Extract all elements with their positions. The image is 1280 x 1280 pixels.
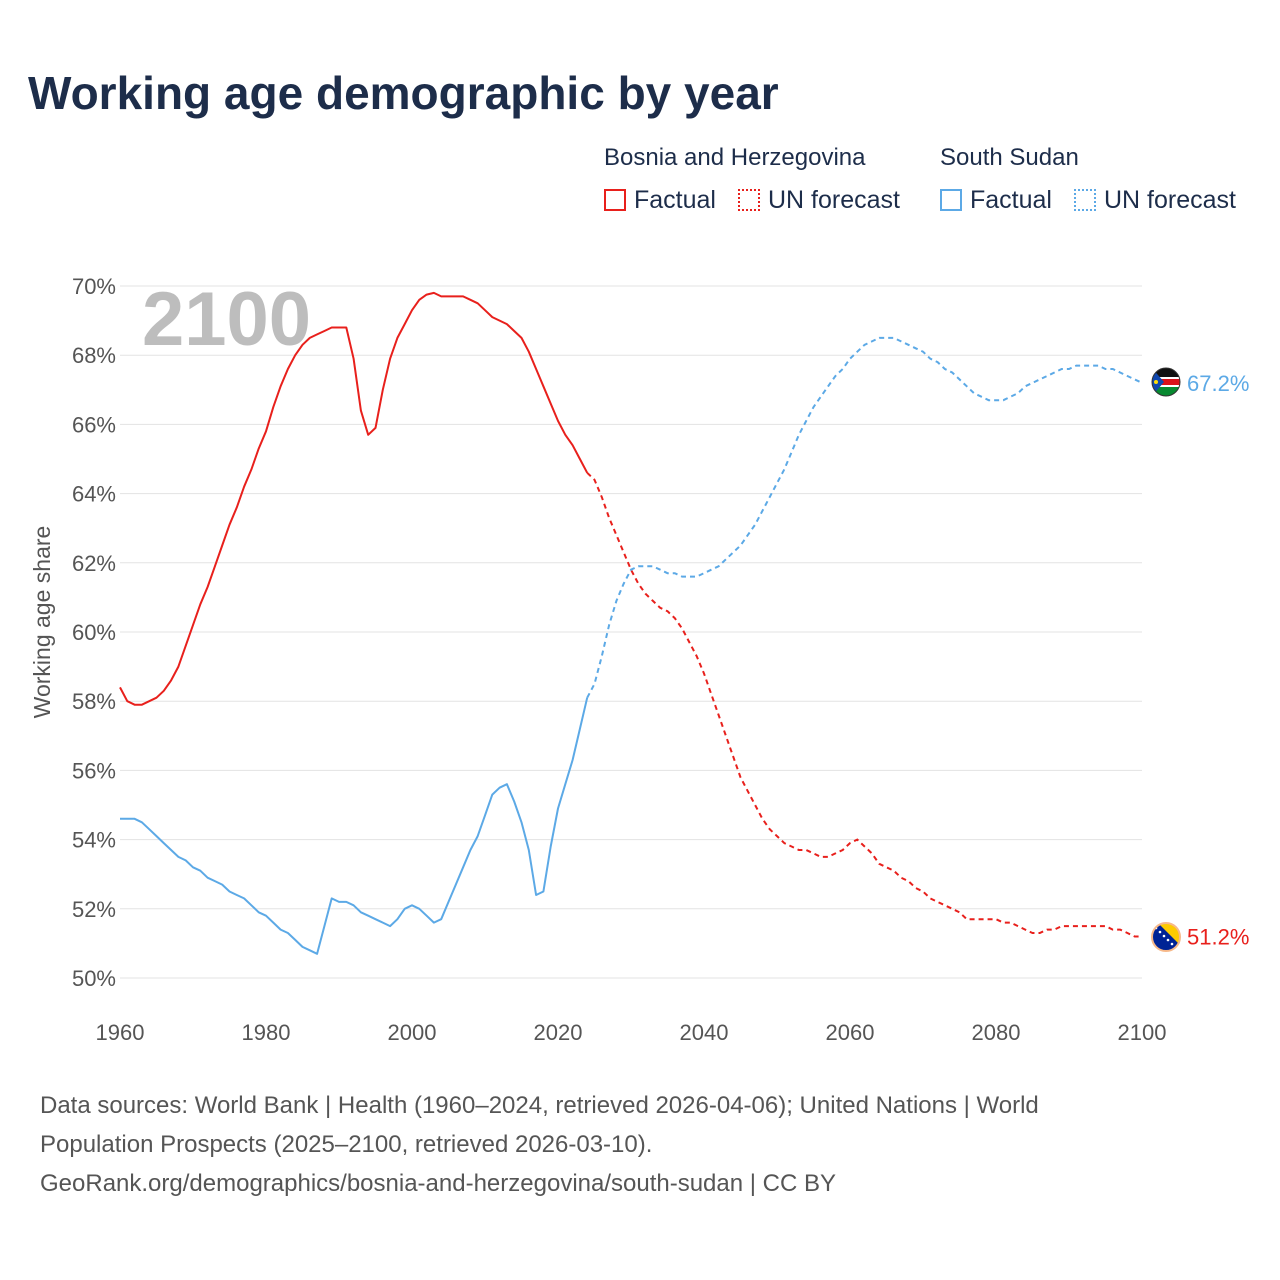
gridlines <box>120 285 1142 979</box>
legend-swatch-dotted-icon <box>738 189 760 211</box>
series-line-factual <box>119 291 589 706</box>
legend-label: Factual <box>634 185 716 214</box>
x-tick-label: 1960 <box>96 1020 145 1045</box>
footer-link[interactable]: GeoRank.org/demographics/bosnia-and-herz… <box>40 1170 837 1197</box>
y-tick-label: 50% <box>72 966 116 991</box>
y-tick-label: 68% <box>72 343 116 368</box>
x-tick-label: 2060 <box>826 1020 875 1045</box>
x-tick-label: 2040 <box>680 1020 729 1045</box>
line-chart: 50%52%54%56%58%60%62%64%66%68%70% 1960 19… <box>29 274 1249 1045</box>
y-tick-label: 56% <box>72 758 116 783</box>
chart-title: Working age demographic by year <box>28 67 779 119</box>
x-tick-label: 2080 <box>972 1020 1021 1045</box>
series-line-factual <box>120 697 589 955</box>
x-axis-ticks: 1960 1980 2000 2020 2040 2060 2080 2100 <box>96 1020 1167 1045</box>
end-value-label: 67.2% <box>1187 371 1249 396</box>
legend-group-south-sudan: South Sudan <box>940 144 1079 171</box>
footer-source-line-2: Population Prospects (2025–2100, retriev… <box>40 1131 653 1158</box>
y-tick-label: 66% <box>72 412 116 437</box>
y-tick-label: 62% <box>72 551 116 576</box>
legend-label: Factual <box>970 185 1052 214</box>
y-tick-label: 58% <box>72 689 116 714</box>
y-tick-label: 54% <box>72 828 116 853</box>
year-label: 2100 <box>142 277 311 362</box>
legend-south-sudan-forecast[interactable]: UN forecast <box>1074 186 1236 214</box>
footer: Data sources: World Bank | Health (1960–… <box>40 1086 1240 1203</box>
series-line-forecast <box>586 472 1142 938</box>
y-tick-label: 52% <box>72 897 116 922</box>
end-labels: 51.2% 67.2% <box>1187 371 1249 950</box>
legend-bosnia-factual[interactable]: Factual <box>604 186 716 214</box>
bosnia-flag-icon <box>1151 922 1181 952</box>
y-tick-label: 64% <box>72 482 116 507</box>
series-line-forecast <box>586 336 1143 699</box>
south-sudan-flag-icon <box>1151 367 1181 397</box>
legend-group-bosnia: Bosnia and Herzegovina <box>604 144 866 171</box>
legend-label: UN forecast <box>768 185 900 214</box>
y-axis-label: Working age share <box>29 526 55 719</box>
x-tick-label: 2020 <box>534 1020 583 1045</box>
legend-bosnia-forecast[interactable]: UN forecast <box>738 186 900 214</box>
y-tick-label: 60% <box>72 620 116 645</box>
x-tick-label: 2100 <box>1118 1020 1167 1045</box>
y-axis-ticks: 50% 52% 54% 56% 58% 60% 62% 64% 66% 68% 70% <box>72 274 116 991</box>
legend-label: UN forecast <box>1104 185 1236 214</box>
series-lines <box>119 291 1143 955</box>
x-tick-label: 2000 <box>388 1020 437 1045</box>
y-tick-label: 70% <box>72 274 116 299</box>
footer-source-line-1: Data sources: World Bank | Health (1960–… <box>40 1092 1039 1119</box>
x-tick-label: 1980 <box>242 1020 291 1045</box>
end-value-label: 51.2% <box>1187 924 1249 949</box>
legend-south-sudan-factual[interactable]: Factual <box>940 186 1052 214</box>
legend-swatch-solid-icon <box>940 189 962 211</box>
legend-swatch-dotted-icon <box>1074 189 1096 211</box>
legend-swatch-solid-icon <box>604 189 626 211</box>
